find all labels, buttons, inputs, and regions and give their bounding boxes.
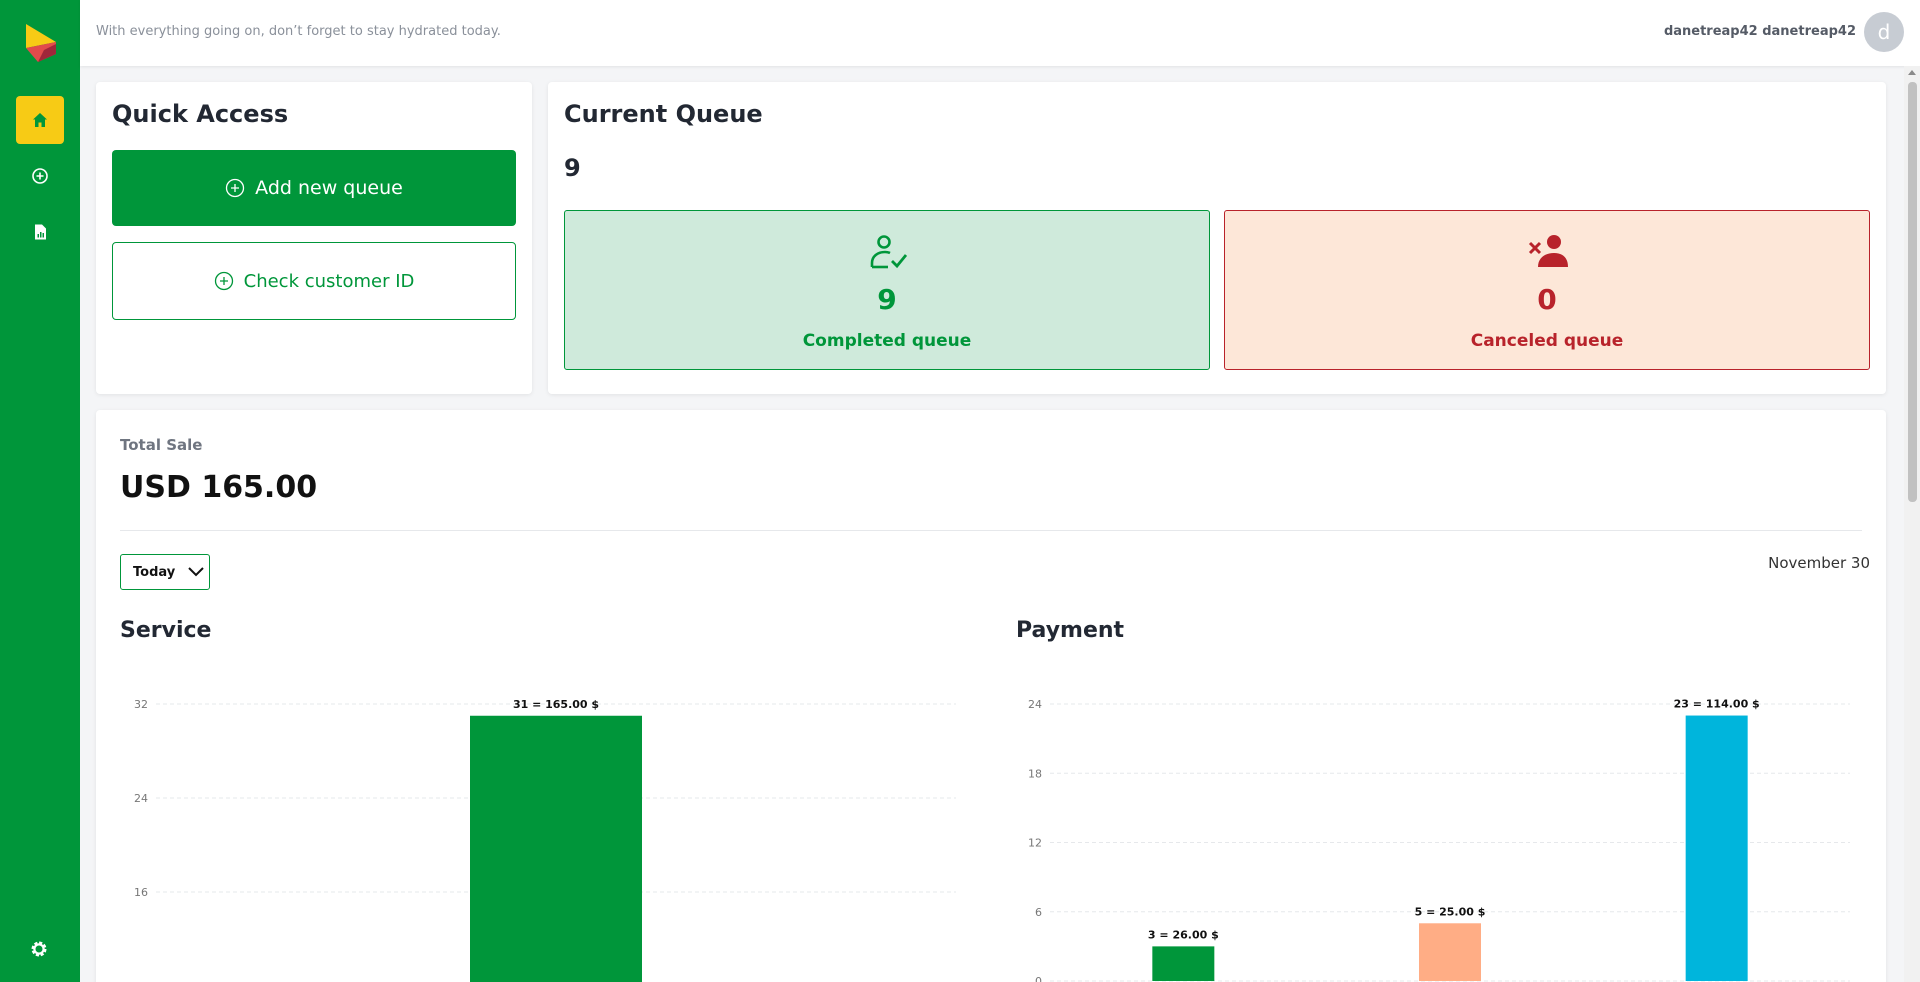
sidebar-item-home[interactable]	[16, 96, 64, 144]
user-name[interactable]: danetreap42 danetreap42	[1663, 24, 1856, 39]
data-label: 5 = 25.00 $	[1415, 905, 1486, 918]
total-sale-amount: USD 165.00	[120, 470, 318, 505]
total-sale-label: Total Sale	[120, 436, 203, 454]
completed-queue-label: Completed queue	[802, 331, 972, 351]
add-new-queue-label: Add new queue	[255, 177, 403, 199]
y-tick-label: 32	[134, 698, 148, 711]
app-logo[interactable]	[24, 22, 58, 64]
sidebar	[0, 0, 80, 982]
user-x-icon	[1528, 235, 1568, 267]
bar	[1152, 946, 1215, 981]
data-label: 23 = 114.00 $	[1674, 698, 1760, 711]
total-sale-card: Total Sale USD 165.00 Today November 30 …	[96, 410, 1886, 982]
payment-chart: 0 6 12 18 24 3 = 26.00 $ 5 = 25.00 $ 23 = 114.0…	[1028, 698, 1850, 982]
quick-access-card: Quick Access Add new queue Check custome…	[96, 82, 532, 394]
y-tick-label: 12	[1028, 837, 1042, 850]
completed-queue-value: 9	[877, 283, 897, 316]
current-queue-card: Current Queue 9 9 Completed queue 0 Canc…	[548, 82, 1886, 394]
current-queue-count: 9	[564, 154, 581, 182]
data-label: 31 = 165.00 $	[513, 698, 599, 711]
canceled-queue-box[interactable]: 0 Canceled queue	[1224, 210, 1870, 370]
canceled-queue-value: 0	[1537, 283, 1557, 316]
bar	[1419, 923, 1481, 981]
bar	[470, 715, 642, 982]
check-customer-id-button[interactable]: Check customer ID	[112, 242, 516, 320]
y-tick-label: 0	[1035, 975, 1042, 982]
scroll-up-icon[interactable]	[1908, 70, 1916, 75]
home-icon	[33, 113, 47, 127]
top-header: With everything going on, don’t forget t…	[80, 0, 1920, 66]
period-value: Today	[133, 564, 176, 580]
current-queue-title: Current Queue	[564, 100, 763, 128]
service-chart: 8 16 24 32 31 = 165.00 $	[134, 698, 956, 982]
avatar[interactable]: d	[1864, 12, 1904, 52]
payment-chart-title: Payment	[1016, 618, 1125, 643]
bar	[1685, 715, 1748, 981]
service-chart-title: Service	[120, 618, 212, 643]
y-tick-label: 18	[1028, 767, 1042, 780]
y-tick-label: 24	[1028, 698, 1042, 711]
gear-icon[interactable]	[28, 938, 50, 960]
canceled-queue-label: Canceled queue	[1470, 331, 1624, 351]
sidebar-item-report[interactable]	[16, 208, 64, 256]
scroll-thumb[interactable]	[1908, 82, 1917, 502]
user-check-icon	[870, 235, 908, 269]
y-tick-label: 6	[1035, 906, 1042, 919]
y-tick-label: 24	[134, 792, 148, 805]
completed-queue-box[interactable]: 9 Completed queue	[564, 210, 1210, 370]
y-tick-label: 8	[141, 980, 148, 982]
date-label: November 30	[1768, 554, 1870, 572]
plus-circle-icon	[32, 168, 48, 184]
quick-access-title: Quick Access	[112, 100, 289, 128]
y-tick-label: 16	[134, 886, 148, 899]
data-label: 3 = 26.00 $	[1148, 928, 1219, 941]
plus-circle-icon	[226, 178, 245, 198]
page-scrollbar[interactable]	[1904, 66, 1920, 982]
check-customer-id-label: Check customer ID	[243, 270, 415, 292]
divider	[120, 530, 1862, 531]
period-select[interactable]: Today	[120, 554, 210, 590]
plus-circle-icon	[214, 271, 233, 291]
add-new-queue-button[interactable]: Add new queue	[112, 150, 516, 226]
chevron-down-icon	[188, 567, 204, 577]
sidebar-item-add[interactable]	[16, 152, 64, 200]
greeting-text: With everything going on, don’t forget t…	[96, 24, 501, 39]
report-icon	[35, 224, 46, 240]
